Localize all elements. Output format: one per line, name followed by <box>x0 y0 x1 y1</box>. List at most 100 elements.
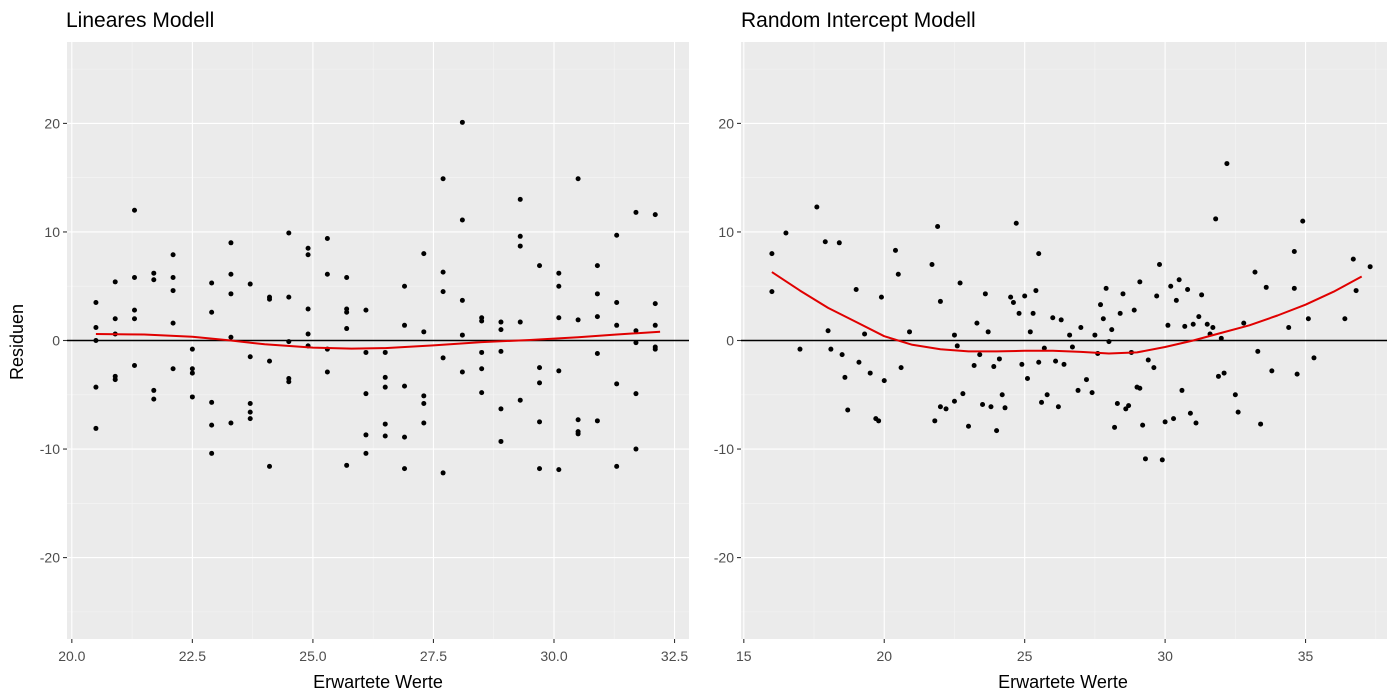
data-point <box>382 433 388 439</box>
data-point <box>132 316 138 322</box>
data-point <box>440 269 446 275</box>
data-point <box>459 119 465 125</box>
data-point <box>1117 310 1123 316</box>
data-point <box>633 446 639 452</box>
data-point <box>1156 262 1162 268</box>
data-point <box>1083 377 1089 383</box>
data-point <box>305 331 311 337</box>
data-point <box>421 420 427 426</box>
data-point <box>1089 390 1095 396</box>
data-point <box>1103 285 1109 291</box>
data-point <box>1100 316 1106 322</box>
data-point <box>977 352 983 358</box>
data-point <box>1252 269 1258 275</box>
data-point <box>1137 385 1143 391</box>
smooth-line <box>771 271 1363 355</box>
data-point <box>479 390 485 396</box>
y-tick-label: 0 <box>52 333 60 349</box>
data-point <box>1019 361 1025 367</box>
data-point <box>836 240 842 246</box>
data-point <box>324 271 330 277</box>
data-point <box>1168 283 1174 289</box>
data-point <box>1137 279 1143 285</box>
data-point <box>440 289 446 295</box>
data-point <box>305 245 311 251</box>
x-tick-label: 20 <box>876 648 892 664</box>
data-point <box>575 417 581 423</box>
data-point <box>614 381 620 387</box>
data-point <box>267 358 273 364</box>
data-point <box>267 463 273 469</box>
data-point <box>479 349 485 355</box>
data-point <box>112 279 118 285</box>
data-point <box>132 275 138 281</box>
data-point <box>1053 358 1059 364</box>
data-point <box>112 316 118 322</box>
data-point <box>1367 264 1373 270</box>
data-point <box>498 406 504 412</box>
data-point <box>1036 251 1042 257</box>
data-point <box>440 176 446 182</box>
data-point <box>929 262 935 268</box>
data-point <box>1131 307 1137 313</box>
data-point <box>517 196 523 202</box>
data-point <box>932 418 938 424</box>
data-point <box>421 393 427 399</box>
data-point <box>614 232 620 238</box>
data-point <box>937 404 943 410</box>
data-point <box>556 467 562 473</box>
data-point <box>421 251 427 257</box>
data-point <box>189 346 195 352</box>
data-point <box>845 407 851 413</box>
data-point <box>517 233 523 239</box>
data-point <box>960 391 966 397</box>
data-point <box>996 356 1002 362</box>
data-point <box>1215 373 1221 379</box>
data-point <box>267 296 273 302</box>
data-point <box>459 332 465 338</box>
data-point <box>228 271 234 277</box>
data-point <box>1204 321 1210 327</box>
x-tick-label: 35 <box>1298 648 1314 664</box>
x-tick-label: 27.5 <box>420 648 447 664</box>
data-point <box>954 343 960 349</box>
data-point <box>594 263 600 269</box>
data-point <box>1112 424 1118 430</box>
data-point <box>324 235 330 241</box>
data-point <box>633 328 639 334</box>
data-point <box>363 450 369 456</box>
data-point <box>1039 399 1045 405</box>
data-point <box>1033 288 1039 294</box>
data-point <box>479 318 485 324</box>
data-point <box>814 204 820 210</box>
data-point <box>1190 321 1196 327</box>
data-point <box>1145 357 1151 363</box>
data-point <box>151 270 157 276</box>
data-point <box>93 300 99 306</box>
x-axis-title: Erwartete Werte <box>313 672 443 692</box>
data-point <box>633 391 639 397</box>
data-point <box>93 324 99 330</box>
data-point <box>1213 216 1219 222</box>
data-point <box>1218 335 1224 341</box>
data-point <box>305 252 311 258</box>
data-point <box>209 450 215 456</box>
data-point <box>363 349 369 355</box>
data-point <box>1311 355 1317 361</box>
data-point <box>1193 420 1199 426</box>
data-point <box>402 383 408 389</box>
data-point <box>537 380 543 386</box>
data-point <box>633 340 639 346</box>
data-point <box>876 418 882 424</box>
data-point <box>1036 359 1042 365</box>
data-point <box>537 365 543 371</box>
data-point <box>247 354 253 360</box>
data-point <box>286 294 292 300</box>
data-point <box>228 420 234 426</box>
data-point <box>1010 300 1016 306</box>
data-point <box>132 362 138 368</box>
data-point <box>828 346 834 352</box>
data-point <box>189 394 195 400</box>
data-point <box>980 402 986 408</box>
